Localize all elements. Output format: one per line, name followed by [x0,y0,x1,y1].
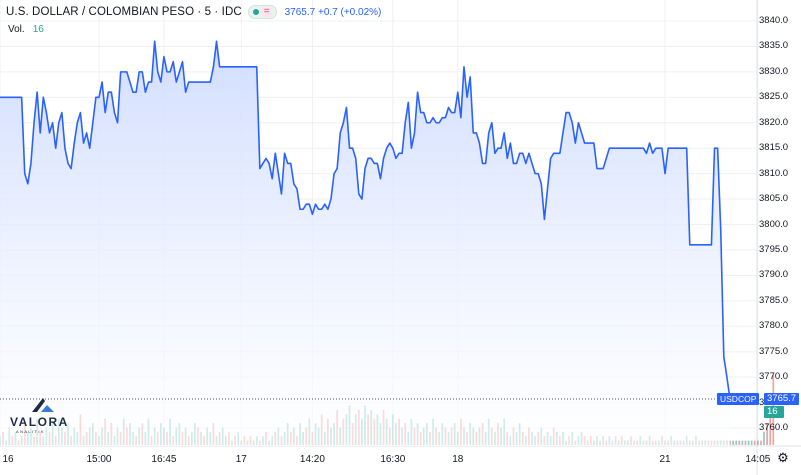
volume-bar [769,410,772,445]
symbol-price-tag: USDCOP [717,393,760,405]
price-series-line [0,40,731,400]
y-tick-label: 3780.0 [759,320,789,332]
valora-logo: VALORA ANALITIK [8,396,78,436]
price-area [0,41,730,446]
y-tick-label: 3795.0 [759,243,789,255]
x-tick-label: 16:30 [380,454,406,465]
y-tick-label: 3825.0 [759,91,789,103]
x-tick-label: 16 [2,454,14,465]
y-tick-label: 3830.0 [759,65,789,77]
y-tick-label: 3805.0 [759,193,789,205]
volume-bar [753,440,756,445]
volume-bar [763,431,765,445]
x-tick-label: 16:45 [151,454,177,465]
equals-icon: = [261,6,272,17]
x-tick-label: 21 [659,454,671,465]
y-tick-label: 3815.0 [759,142,789,154]
volume-bar [766,423,768,445]
volume-bar [744,440,747,445]
volume-bar [738,440,741,445]
price-area-fill [0,41,730,446]
volume-bar [735,440,738,445]
y-tick-label: 3785.0 [759,294,789,306]
logo-wordmark: VALORA [10,415,69,429]
valora-logo-mark-icon [32,398,54,412]
y-tick-label: 3840.0 [759,15,789,26]
volume-bar [741,440,744,445]
x-tick-label: 14:05 [745,454,771,465]
x-tick-label: 18 [452,454,464,465]
symbol-title[interactable]: U.S. DOLLAR / COLOMBIAN PESO · 5 · IDC [6,6,242,18]
x-tick-label: 15:00 [86,454,112,465]
volume-bar [760,440,762,445]
volume-bar [756,440,759,445]
y-tick-label: 3810.0 [759,167,789,179]
last-quote: 3765.7 +0.7 (+0.02%) [284,6,382,18]
chart-header: U.S. DOLLAR / COLOMBIAN PESO · 5 · IDC =… [6,4,381,20]
volume-value: 16 [32,24,44,35]
y-tick-label: 3835.0 [759,40,789,52]
y-tick-label: 3800.0 [759,218,789,230]
market-status-badge[interactable]: = [247,5,277,19]
volume-bar [747,440,750,445]
x-tick-label: 17 [235,454,247,465]
y-tick-label: 3760.0 [759,422,789,433]
last-price-tag: 3765.7 [764,393,800,405]
volume-legend[interactable]: Vol. 16 [8,24,44,35]
volume-bar [732,440,734,445]
y-tick-label: 3775.0 [759,345,789,357]
gear-icon[interactable]: ⚙ [777,450,789,465]
logo-subtitle: ANALITIK [16,429,45,434]
volume-bar [750,440,753,445]
y-tick-label: 3820.0 [759,116,789,128]
volume-label: Vol. [8,24,25,35]
x-tick-label: 14:20 [299,454,325,465]
price-line [0,40,731,400]
market-open-dot-icon [252,9,259,15]
y-tick-label: 3790.0 [759,269,789,281]
y-tick-label: 3770.0 [759,371,789,383]
last-volume-tag: 16 [764,406,784,418]
